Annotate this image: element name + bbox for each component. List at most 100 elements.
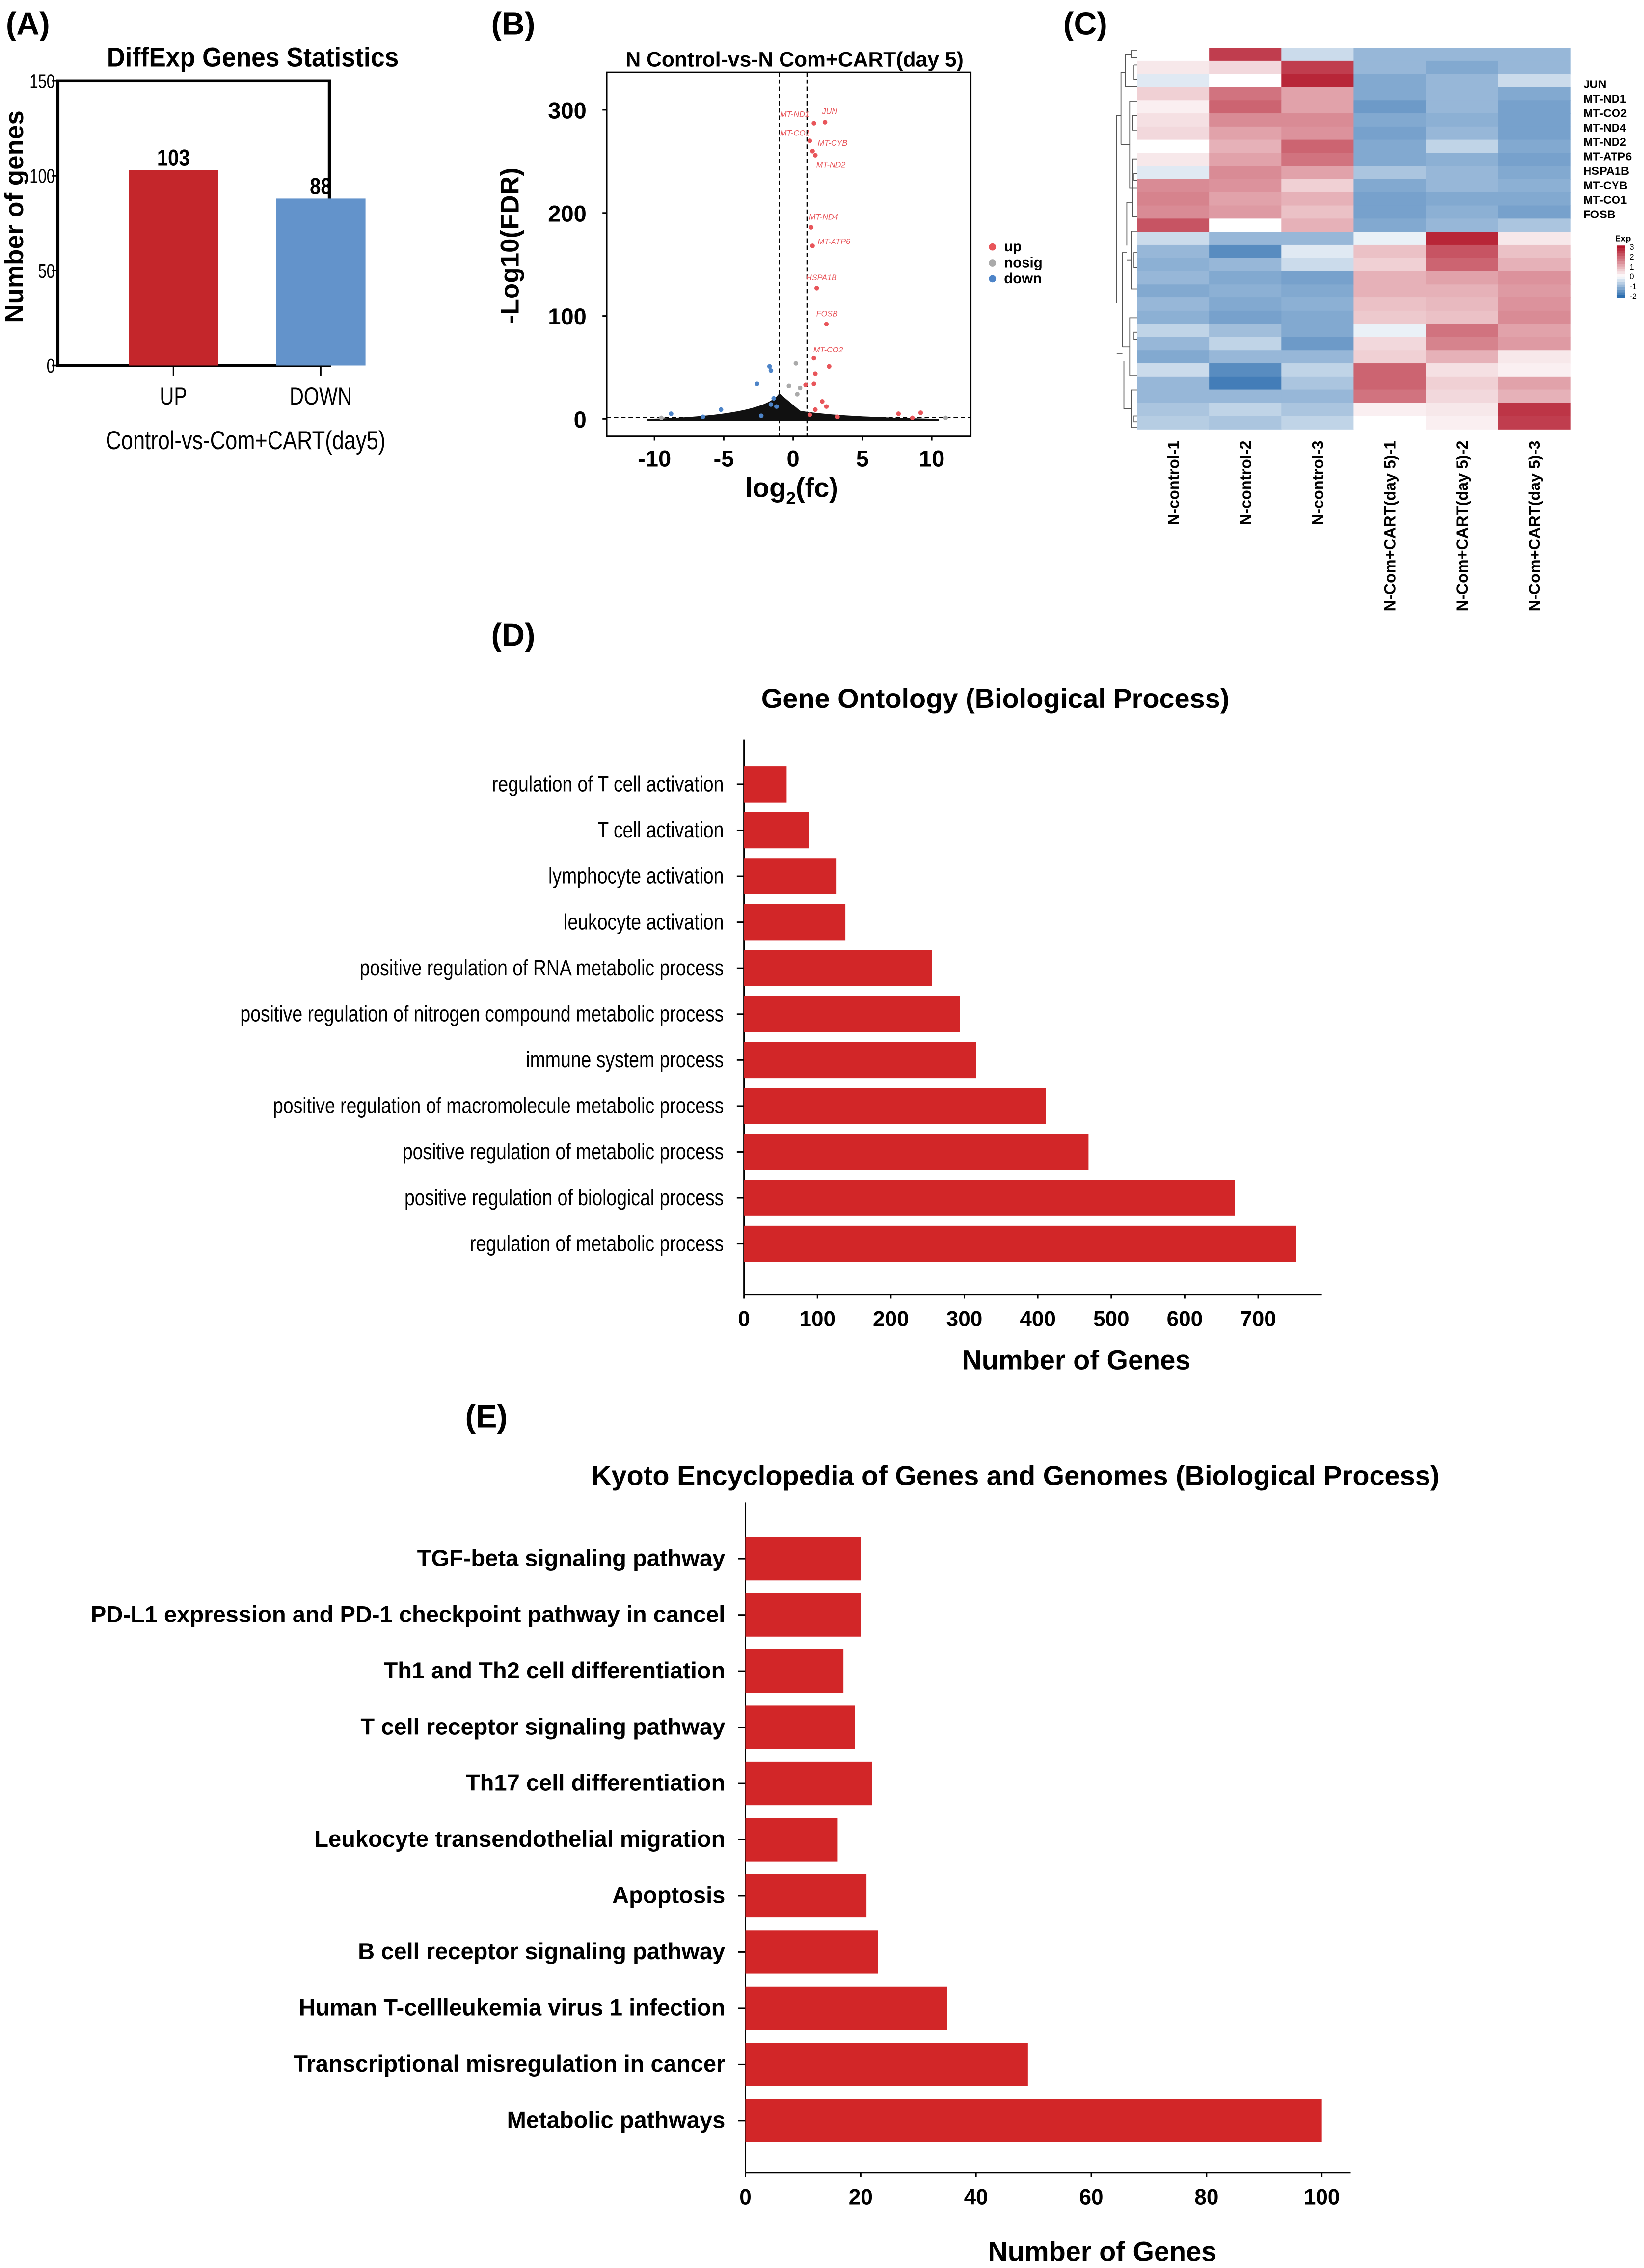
heatmap-cell bbox=[1137, 218, 1210, 233]
heatmap-cell bbox=[1209, 232, 1282, 245]
legend-tick-label: -2 bbox=[1629, 292, 1636, 301]
gene-row-label: JUN bbox=[1583, 78, 1606, 91]
column-label: N-control-1 bbox=[1164, 441, 1182, 526]
bar bbox=[744, 1134, 1089, 1170]
heatmap-cell bbox=[1281, 337, 1354, 351]
heatmap-cell bbox=[1209, 310, 1282, 324]
heatmap-cell bbox=[1209, 376, 1282, 390]
heatmap-cell bbox=[1281, 376, 1354, 390]
heatmap-cell bbox=[1209, 350, 1282, 364]
panel-a-ylabel: Number of genes bbox=[0, 110, 29, 323]
heatmap-cell bbox=[1137, 297, 1210, 311]
heatmap-cell bbox=[1209, 403, 1282, 417]
category-label: T cell activation bbox=[597, 817, 724, 842]
bar-down bbox=[276, 198, 366, 366]
heatmap-cell bbox=[1281, 205, 1354, 219]
legend-color-step bbox=[1616, 256, 1625, 259]
gene-row-label: MT-ND2 bbox=[1583, 135, 1626, 148]
heatmap-cell bbox=[1209, 284, 1282, 298]
panel-b-title: N Control-vs-N Com+CART(day 5) bbox=[625, 48, 963, 71]
heatmap-cell bbox=[1209, 192, 1282, 206]
gene-row-label: MT-CO2 bbox=[1583, 107, 1627, 119]
category-label: Transcriptional misregulation in cancer bbox=[294, 2051, 725, 2077]
legend-color-step bbox=[1616, 245, 1625, 249]
heatmap-cell bbox=[1498, 153, 1571, 167]
gene-label: MT-ATP6 bbox=[818, 237, 851, 246]
gene-row-label: MT-CYB bbox=[1583, 179, 1627, 191]
gene-label: MT-CO2 bbox=[813, 346, 843, 354]
heatmap-cell bbox=[1426, 218, 1499, 233]
category-label: positive regulation of metabolic process bbox=[403, 1139, 724, 1164]
legend-color-step bbox=[1616, 276, 1625, 280]
gene-label: MT-CO1 bbox=[780, 129, 810, 138]
heatmap-cell bbox=[1353, 350, 1427, 364]
point-up bbox=[811, 355, 816, 361]
point-down bbox=[768, 402, 774, 407]
column-label: N-control-3 bbox=[1309, 441, 1327, 526]
heatmap-cell bbox=[1426, 166, 1499, 180]
point-nosig bbox=[793, 361, 799, 366]
point-up bbox=[810, 243, 815, 248]
heatmap-cell bbox=[1281, 100, 1354, 114]
legend-color-step bbox=[1616, 248, 1625, 251]
heatmap-cell bbox=[1426, 153, 1499, 167]
gene-label: MT-ND4 bbox=[809, 213, 838, 221]
x-tick-label: 100 bbox=[1304, 2186, 1340, 2210]
heatmap-cell bbox=[1137, 389, 1210, 404]
heatmap-cell bbox=[1281, 324, 1354, 338]
panel-d-xlabel: Number of Genes bbox=[962, 1345, 1190, 1376]
point-up bbox=[807, 412, 812, 417]
panel-b-ylabel: -Log10(FDR) bbox=[496, 167, 525, 324]
category-label: regulation of T cell activation bbox=[492, 771, 724, 796]
category-label: TGF-beta signaling pathway bbox=[417, 1545, 726, 1571]
category-label: Human T-cellleukemia virus 1 infection bbox=[299, 1995, 726, 2021]
legend-color-step bbox=[1616, 266, 1625, 270]
y-tick-label: 100 bbox=[29, 164, 55, 187]
heatmap-cell bbox=[1426, 100, 1499, 114]
heatmap-cell bbox=[1498, 232, 1571, 245]
heatmap-cell bbox=[1426, 74, 1499, 88]
gene-label: JUN bbox=[822, 107, 838, 116]
heatmap-cell bbox=[1209, 126, 1282, 140]
heatmap-cell bbox=[1353, 179, 1427, 193]
y-tick-label: 300 bbox=[548, 98, 587, 124]
gene-row-label: FOSB bbox=[1583, 208, 1615, 220]
point-nosig bbox=[659, 415, 664, 420]
heatmap-cell bbox=[1353, 139, 1427, 154]
heatmap-cell bbox=[1498, 60, 1571, 75]
point-up bbox=[809, 225, 814, 230]
x-tick-label: -10 bbox=[638, 445, 671, 471]
heatmap-cell bbox=[1498, 113, 1571, 127]
x-tick-label: 700 bbox=[1240, 1307, 1276, 1331]
point-up bbox=[910, 415, 915, 420]
heatmap-cell bbox=[1209, 74, 1282, 88]
heatmap-cell bbox=[1498, 192, 1571, 206]
heatmap-cell bbox=[1281, 363, 1354, 377]
point-up bbox=[822, 120, 828, 125]
point-down bbox=[767, 364, 772, 369]
panel-a-bar-chart: DiffExp Genes Statistics Number of genes… bbox=[0, 42, 399, 455]
heatmap-cell bbox=[1281, 139, 1354, 154]
nosig-point-cloud bbox=[647, 393, 939, 421]
gene-label: HSPA1B bbox=[806, 273, 837, 282]
gene-row-label: HSPA1B bbox=[1583, 164, 1629, 177]
heatmap-cell bbox=[1498, 363, 1571, 377]
heatmap-cell bbox=[1209, 337, 1282, 351]
heatmap-cell bbox=[1137, 350, 1210, 364]
heatmap-cell bbox=[1353, 416, 1427, 430]
heatmap-cell bbox=[1281, 87, 1354, 101]
bar bbox=[745, 2043, 1028, 2086]
legend-color-step bbox=[1616, 250, 1625, 254]
heatmap-cell bbox=[1426, 376, 1499, 390]
category-label: leukocyte activation bbox=[564, 909, 724, 934]
heatmap-cell bbox=[1209, 100, 1282, 114]
heatmap-cell bbox=[1353, 100, 1427, 114]
heatmap-cell bbox=[1498, 297, 1571, 311]
x-tick-label: 0 bbox=[787, 445, 800, 471]
point-nosig bbox=[943, 415, 948, 420]
heatmap-cell bbox=[1209, 48, 1282, 61]
heatmap-cell bbox=[1353, 60, 1427, 75]
heatmap-cell bbox=[1137, 258, 1210, 272]
heatmap-cell bbox=[1498, 205, 1571, 219]
heatmap-cell bbox=[1281, 153, 1354, 167]
